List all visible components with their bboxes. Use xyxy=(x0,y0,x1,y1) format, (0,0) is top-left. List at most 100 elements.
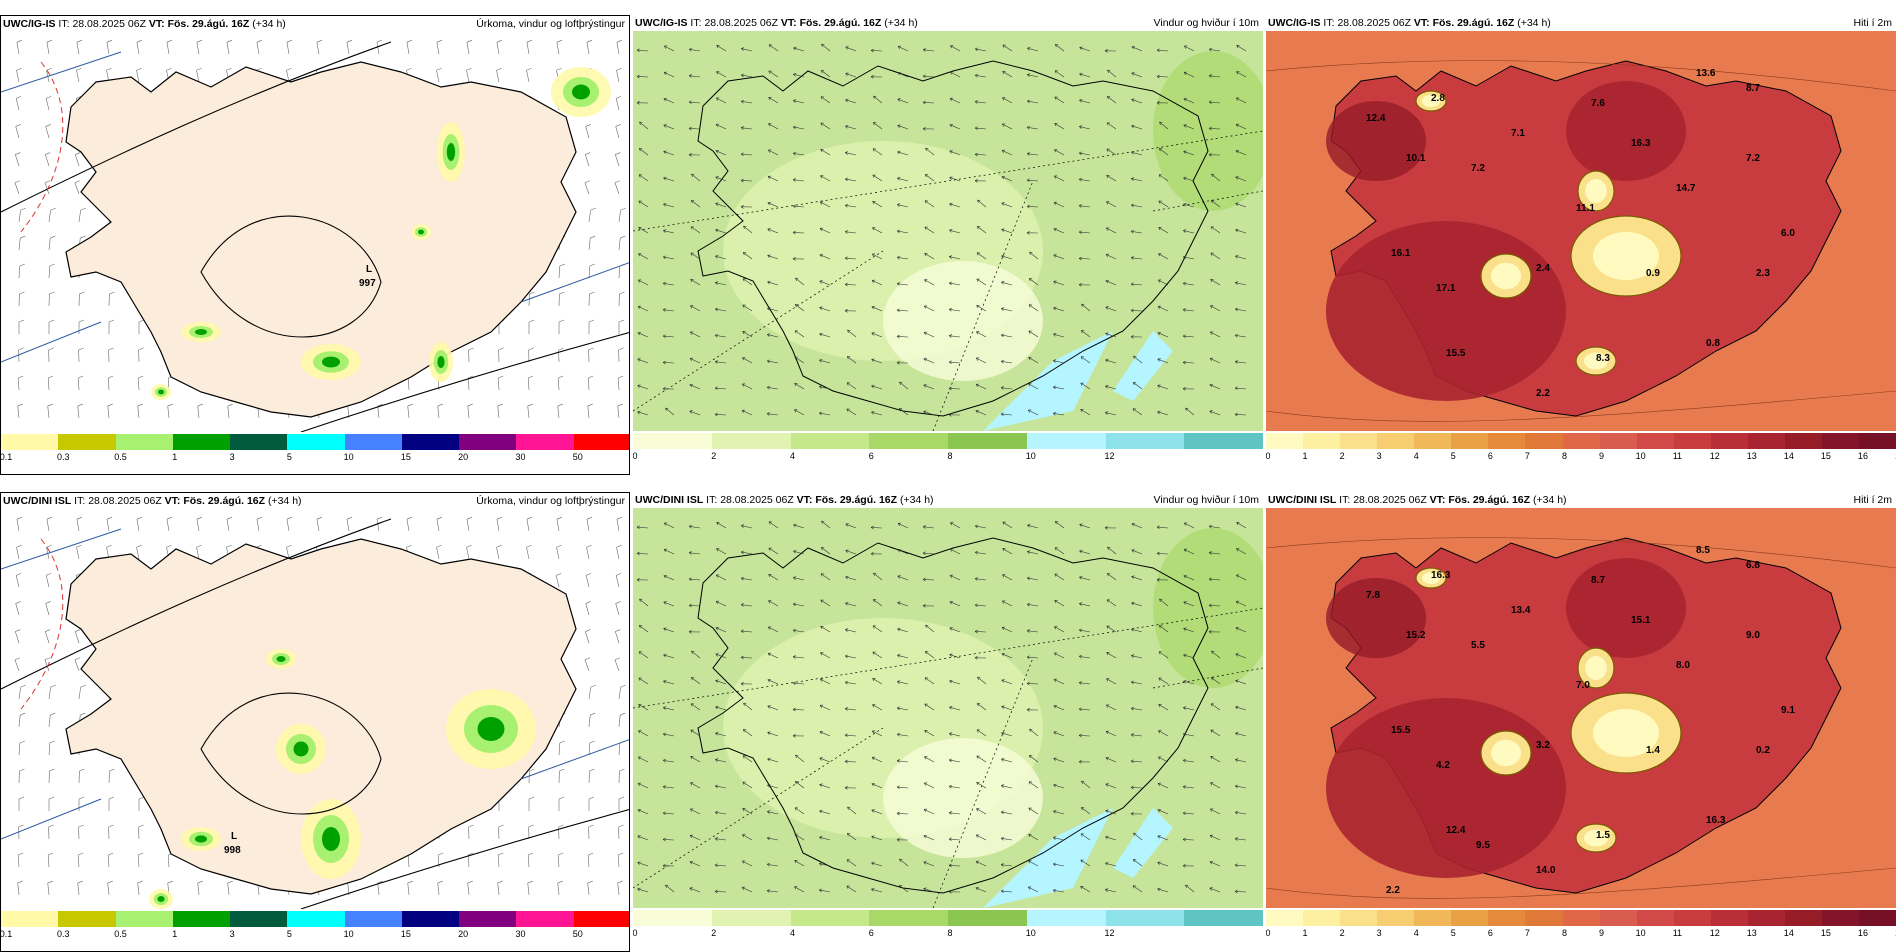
colorbar-tick-label: 0.5 xyxy=(114,452,127,462)
colorbar-tick-label: 7 xyxy=(1525,928,1530,938)
colorbar-tick-label: 15 xyxy=(1821,451,1831,461)
map-canvas xyxy=(633,31,1263,431)
colorbar-swatch xyxy=(116,434,173,450)
colorbar-swatch xyxy=(1340,433,1377,449)
temperature-label: 8.3 xyxy=(1596,353,1610,364)
temperature-label: 2.2 xyxy=(1536,388,1550,399)
colorbar-tick-label: 10 xyxy=(1026,928,1036,938)
temperature-label: 3.2 xyxy=(1536,740,1550,751)
colorbar-swatch xyxy=(1785,910,1822,926)
temperature-label: 14.0 xyxy=(1536,865,1556,876)
model-name: UWC/DINI ISL xyxy=(1268,494,1336,506)
colorbar-tick-label: 1 xyxy=(172,452,177,462)
colorbar-tick-label: 0 xyxy=(1266,451,1271,461)
it-label: IT: xyxy=(58,18,69,30)
colorbar-swatch xyxy=(1340,910,1377,926)
colorbar-swatch xyxy=(116,911,173,927)
colorbar-tick-label: 11 xyxy=(1673,928,1682,938)
colorbar-swatch xyxy=(1451,910,1488,926)
colorbar-tick-label: 1 xyxy=(172,929,177,939)
model-name: UWC/IG-IS xyxy=(1268,17,1321,29)
precip-panel-ig: UWC/IG-IS IT: 28.08.2025 06Z VT: Fös. 29… xyxy=(0,15,630,475)
temperature-label: 2.2 xyxy=(1386,885,1400,896)
colorbar xyxy=(633,433,1263,449)
colorbar-tick-label: 9 xyxy=(1599,928,1604,938)
temperature-label: 2.3 xyxy=(1756,268,1770,279)
lead-time: (+34 h) xyxy=(1533,494,1567,506)
temperature-label: 8.5 xyxy=(1696,545,1710,556)
colorbar-tick-label: 5 xyxy=(287,929,292,939)
precip-panel-dini: UWC/DINI ISL IT: 28.08.2025 06Z VT: Fös.… xyxy=(0,492,630,952)
colorbar-tick-label: 0.1 xyxy=(0,929,12,939)
colorbar-swatch xyxy=(1488,433,1525,449)
colorbar-swatch xyxy=(1563,910,1600,926)
colorbar-swatch xyxy=(1106,910,1185,926)
colorbar-swatch xyxy=(1748,433,1785,449)
temperature-label: 2.8 xyxy=(1431,93,1445,104)
temperature-label: 5.5 xyxy=(1471,640,1485,651)
field-title: Hiti í 2m xyxy=(1853,17,1892,29)
colorbar-swatch xyxy=(1303,910,1340,926)
init-time: 28.08.2025 06Z xyxy=(88,495,162,507)
temperature-label: 6.8 xyxy=(1746,560,1760,571)
temperature-label: 15.1 xyxy=(1631,615,1651,626)
colorbar-tick-label: 12 xyxy=(1710,451,1720,461)
colorbar-tick-label: 6 xyxy=(869,451,874,461)
temperature-label: 1.4 xyxy=(1646,745,1660,756)
colorbar-tick-label: 0.5 xyxy=(114,929,127,939)
colorbar-swatch xyxy=(791,433,870,449)
temperature-label: 16.3 xyxy=(1631,138,1651,149)
colorbar xyxy=(633,910,1263,926)
colorbar-tick-label: 12 xyxy=(1710,928,1720,938)
low-pressure-marker: L xyxy=(231,831,237,842)
temperature-label: 6.0 xyxy=(1781,228,1795,239)
colorbar-swatch xyxy=(1,434,58,450)
colorbar-swatch xyxy=(1674,910,1711,926)
colorbar-tick-label: 10 xyxy=(1636,451,1646,461)
colorbar-swatch xyxy=(345,911,402,927)
colorbar-swatch xyxy=(402,911,459,927)
colorbar-tick-label: 9 xyxy=(1599,451,1604,461)
colorbar-tick-label: 16 xyxy=(1858,451,1868,461)
temperature-label: 17.1 xyxy=(1436,283,1456,294)
panel-title: UWC/IG-IS IT: 28.08.2025 06Z VT: Fös. 29… xyxy=(1268,17,1551,29)
valid-time: Fös. 29.ágú. 16Z xyxy=(1448,494,1530,506)
colorbar-swatch xyxy=(173,911,230,927)
colorbar-tick-label: 10 xyxy=(344,452,354,462)
colorbar-tick-label: 12 xyxy=(1104,928,1114,938)
colorbar-swatch xyxy=(1,911,58,927)
colorbar-tick-label: 12 xyxy=(1104,451,1114,461)
colorbar-tick-label: 10 xyxy=(344,929,354,939)
colorbar-swatch xyxy=(633,433,712,449)
low-pressure-value: 997 xyxy=(359,278,376,289)
map-canvas: 7.816.38.56.88.713.415.19.05.515.28.07.0… xyxy=(1266,508,1896,908)
colorbar-swatch xyxy=(1266,910,1303,926)
colorbar xyxy=(1266,433,1896,449)
colorbar-tick-label: 17 xyxy=(1895,451,1896,461)
vt-label: VT: xyxy=(797,494,813,506)
colorbar-tick-label: 14 xyxy=(1784,451,1794,461)
colorbar-tick-label: 5 xyxy=(1451,928,1456,938)
it-label: IT: xyxy=(690,17,701,29)
temperature-label: 13.4 xyxy=(1511,605,1531,616)
colorbar-tick-label: 11 xyxy=(1673,451,1682,461)
temperature-label: 7.6 xyxy=(1591,98,1605,109)
colorbar-swatch xyxy=(1674,433,1711,449)
colorbar-swatch xyxy=(230,434,287,450)
temperature-label: 7.1 xyxy=(1511,128,1525,139)
model-name: UWC/IG-IS xyxy=(635,17,688,29)
colorbar-swatch xyxy=(287,911,344,927)
temperature-label: 9.0 xyxy=(1746,630,1760,641)
field-title: Vindur og hviður í 10m xyxy=(1154,17,1259,29)
valid-time: Fös. 29.ágú. 16Z xyxy=(168,18,250,30)
colorbar-swatch xyxy=(712,433,791,449)
vt-label: VT: xyxy=(1430,494,1446,506)
vt-label: VT: xyxy=(781,17,797,29)
colorbar-tick-label: 5 xyxy=(1451,451,1456,461)
temperature-label: 16.3 xyxy=(1706,815,1726,826)
colorbar-swatch xyxy=(58,434,115,450)
model-name: UWC/DINI ISL xyxy=(635,494,703,506)
model-name: UWC/DINI ISL xyxy=(3,495,71,507)
